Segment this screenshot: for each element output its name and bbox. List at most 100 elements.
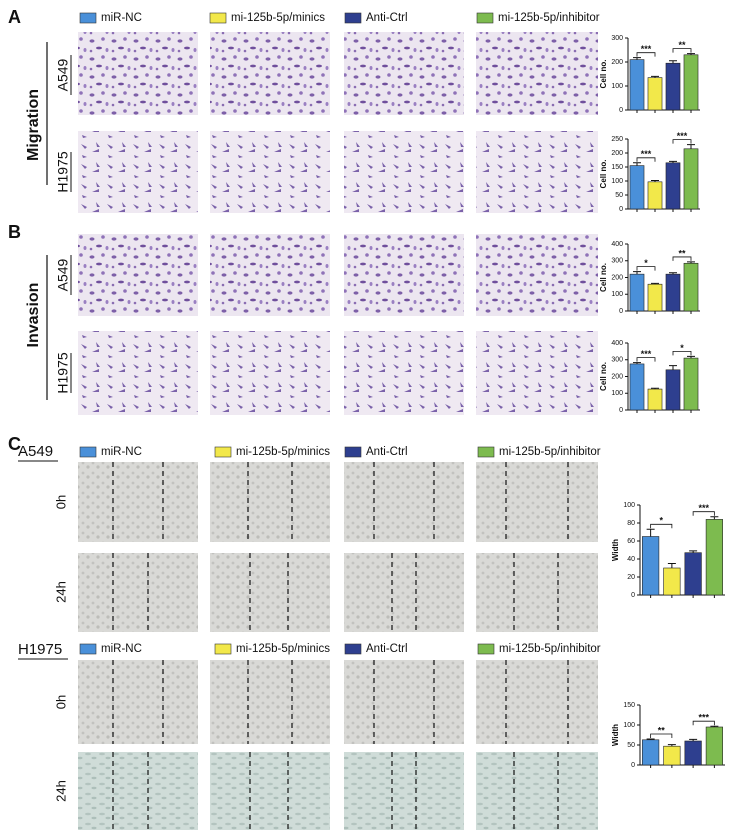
error-bar [687,144,695,149]
legend-label: miR-NC [101,12,142,24]
error-bar [633,362,641,364]
cell-line-label: H1975 [18,641,62,658]
micrograph [210,660,330,744]
error-bar [667,563,676,568]
y-tick-label: 0 [631,762,635,769]
y-tick-label: 200 [611,373,623,380]
y-tick-label: 200 [611,274,623,281]
micrograph [78,32,198,115]
bar [665,369,681,411]
significance-label: *** [698,503,709,513]
error-bar [651,75,659,78]
time-label: 0h [53,695,68,709]
micrograph [78,660,198,744]
legend-swatch [344,446,362,458]
bar [663,567,681,596]
time-label: 24h [53,581,68,603]
bar [642,536,660,596]
panel-label: A [8,7,21,27]
legend-label: mi-125b-5p/minics [236,643,330,655]
micrograph [210,234,330,316]
error-bar [651,179,659,182]
significance-bracket [692,511,715,516]
y-tick-label: 100 [611,291,623,298]
legend-label: mi-125b-5p/minics [231,12,325,24]
micrograph [344,660,464,744]
micrograph [78,234,198,316]
significance-label: *** [677,131,688,141]
bar [647,283,663,312]
significance-label: *** [698,713,709,723]
y-tick-label: 80 [627,520,635,527]
significance-bracket [636,157,656,162]
significance-label: ** [678,40,686,50]
micrograph [476,752,598,830]
bar [683,54,699,111]
legend-swatch [344,12,362,24]
error-bar [689,738,698,741]
micrograph [476,660,598,744]
micrograph [210,462,330,542]
y-tick-label: 100 [623,502,635,509]
bar [705,519,723,596]
bar [683,357,699,411]
y-tick-label: 50 [615,192,623,199]
micrograph [344,462,464,542]
y-tick-label: 200 [611,59,623,66]
panel-label: B [8,222,21,242]
row-label: A549 [55,258,71,291]
micrograph [344,752,464,830]
bar [629,363,645,411]
y-tick-label: 100 [611,390,623,397]
legend-swatch [79,446,97,458]
y-axis-label: Cell no. [599,160,608,189]
error-bar [633,162,641,166]
micrograph [344,234,464,316]
time-label: 0h [53,495,68,509]
legend-label: miR-NC [101,446,142,458]
y-axis-label: Width [611,724,620,746]
y-tick-label: 300 [611,258,623,265]
bar [684,552,702,596]
legend-swatch [477,643,495,655]
error-bar [651,282,659,285]
error-bar [689,550,698,553]
row-label: A549 [55,58,71,91]
significance-label: * [680,343,684,353]
bar [629,165,645,210]
significance-bracket [636,266,656,271]
significance-label: *** [641,44,652,54]
micrograph [344,131,464,213]
y-tick-label: 0 [619,407,623,414]
legend-label: Anti-Ctrl [366,12,408,24]
error-bar [669,60,677,64]
significance-bracket [692,720,715,726]
micrograph [344,32,464,115]
y-tick-label: 0 [619,308,623,315]
y-tick-label: 200 [611,150,623,157]
micrograph [476,131,598,213]
significance-label: ** [658,725,666,735]
significance-bracket [650,523,673,529]
error-bar [667,744,676,747]
error-bar [669,365,677,370]
y-tick-label: 300 [611,35,623,42]
error-bar [687,355,695,359]
bar [665,162,681,210]
y-tick-label: 20 [627,574,635,581]
legend-swatch [477,446,495,458]
y-tick-label: 100 [623,722,635,729]
significance-bracket [636,357,656,362]
y-tick-label: 0 [631,592,635,599]
bar [647,181,663,210]
error-bar [633,271,641,275]
y-tick-label: 100 [611,83,623,90]
y-axis-label: Cell no. [599,263,608,292]
significance-bracket [672,351,692,356]
bar [642,739,660,766]
y-axis-label: Cell no. [599,362,608,391]
group-label: Invasion [25,283,42,348]
y-tick-label: 300 [611,357,623,364]
bar [665,62,681,111]
y-tick-label: 250 [611,136,623,143]
